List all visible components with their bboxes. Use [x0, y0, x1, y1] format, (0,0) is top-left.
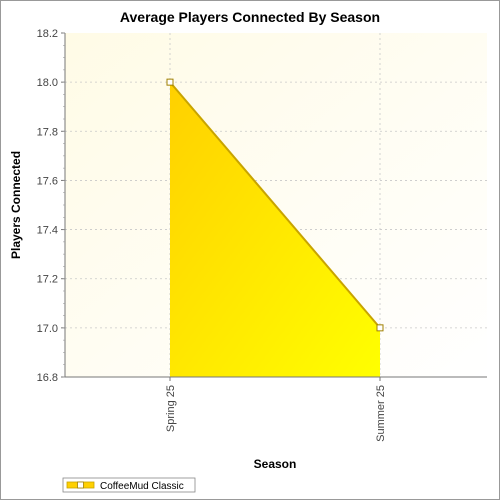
series-line [169, 81, 381, 329]
data-point [166, 78, 174, 86]
y-tick-label: 17.4 [37, 225, 58, 237]
y-axis-label: Players Connected [9, 151, 23, 259]
legend: CoffeeMud Classic [62, 477, 196, 493]
y-tick-label: 16.8 [37, 372, 58, 384]
y-tick-label: 18.0 [37, 77, 58, 89]
chart-title: Average Players Connected By Season [120, 9, 380, 25]
y-tick-label: 17.0 [37, 323, 58, 335]
legend-box [62, 477, 196, 493]
y-ticks: 16.8 17.0 17.2 17.4 17.6 17.8 18.0 18.2 [37, 28, 65, 384]
y-tick-label: 17.6 [37, 175, 58, 187]
y-tick-label: 17.8 [37, 126, 58, 138]
x-tick-label: Spring 25 [165, 385, 177, 432]
x-ticks: Spring 25 Summer 25 [165, 377, 387, 442]
x-axis-label: Season [254, 457, 297, 471]
legend-marker-icon [77, 481, 84, 489]
y-tick-label: 17.2 [37, 274, 58, 286]
y-tick-label: 18.2 [37, 28, 58, 40]
data-point [376, 324, 384, 332]
area-fill [170, 82, 380, 378]
legend-label: CoffeeMud Classic [100, 481, 184, 492]
area-series [166, 78, 384, 378]
x-tick-label: Summer 25 [375, 385, 387, 442]
